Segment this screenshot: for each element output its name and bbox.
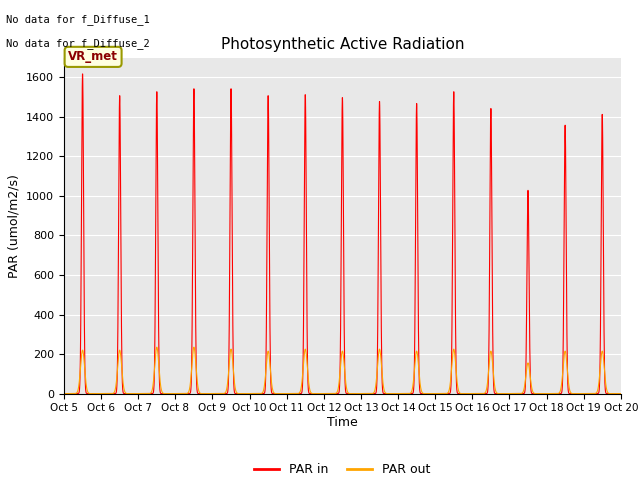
Text: VR_met: VR_met [68,50,118,63]
Title: Photosynthetic Active Radiation: Photosynthetic Active Radiation [221,37,464,52]
Legend: PAR in, PAR out: PAR in, PAR out [249,458,436,480]
Text: No data for f_Diffuse_2: No data for f_Diffuse_2 [6,38,150,49]
X-axis label: Time: Time [327,416,358,429]
Y-axis label: PAR (umol/m2/s): PAR (umol/m2/s) [8,174,20,277]
Text: No data for f_Diffuse_1: No data for f_Diffuse_1 [6,14,150,25]
